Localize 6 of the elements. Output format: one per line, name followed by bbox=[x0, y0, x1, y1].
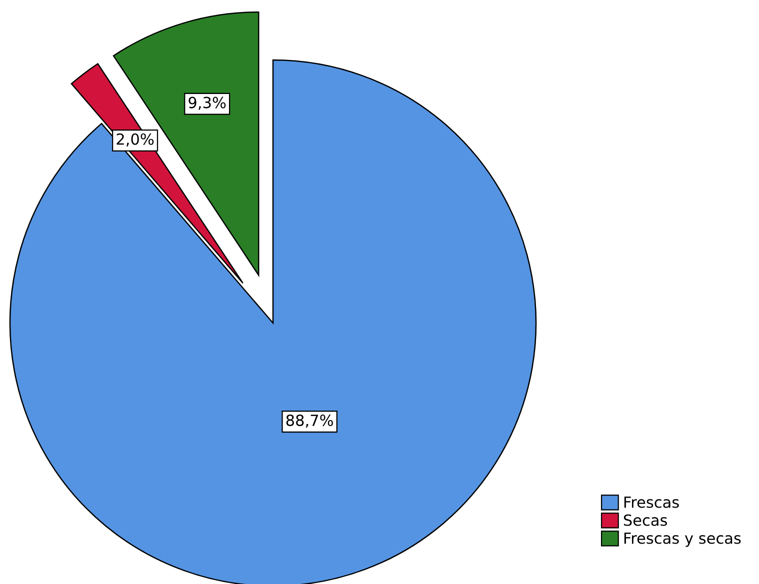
legend-label: Frescas y secas bbox=[624, 532, 741, 547]
legend-label: Frescas bbox=[624, 496, 679, 508]
data-label: 2,0% bbox=[116, 133, 154, 146]
data-label: 88,7% bbox=[286, 414, 333, 428]
legend-label: Secas bbox=[624, 514, 667, 526]
data-label: 9,3% bbox=[188, 96, 226, 110]
